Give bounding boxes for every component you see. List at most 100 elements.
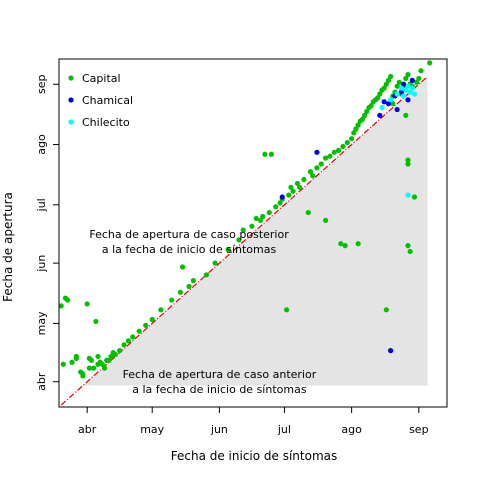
data-point [273,204,279,210]
y-axis-label: Fecha de apertura [1,192,15,302]
data-point [143,322,149,328]
data-point [390,101,396,107]
data-point [385,77,392,83]
data-point [69,359,75,365]
data-point [338,241,344,247]
data-point [340,143,346,150]
data-point [225,246,231,253]
data-point [351,130,357,136]
data-point [336,147,342,153]
data-point [355,122,361,128]
data-point [279,194,285,200]
x-tick-label: ago [341,423,362,436]
data-point [177,289,183,295]
data-point [416,75,422,82]
y-tick-label: ago [35,134,48,155]
annotation-text: Fecha de apertura de caso anterior [123,368,317,381]
data-point [323,217,329,223]
annotations: Fecha de apertura de caso posterior a la … [89,228,316,396]
legend-marker [68,97,74,103]
data-point [253,215,259,222]
data-point [149,316,155,323]
annotation-text: a la fecha de inicio de síntomas [102,243,277,256]
data-point [294,180,301,187]
data-point [305,209,311,216]
data-point [249,223,255,229]
legend-item-chilecito: Chilecito [68,116,130,129]
x-tick-label: abr [78,423,97,436]
data-point [277,200,283,206]
data-point [396,79,402,85]
legend: Capital Chamical Chilecito [68,72,133,129]
data-point [158,307,164,313]
series-chamical [279,77,415,354]
data-point [359,116,366,122]
x-axis-label: Fecha de inicio de síntomas [171,449,338,463]
data-point [80,373,86,379]
x-tick-label: jun [210,423,228,436]
legend-label: Chilecito [82,116,130,129]
x-tick-label: sep [409,423,428,436]
data-point [260,213,266,220]
y-tick-label: may [35,311,48,335]
legend-label: Capital [82,72,121,85]
data-point [288,184,294,190]
data-point [394,106,400,113]
data-point [60,361,66,367]
legend-marker [68,75,74,81]
data-point [136,328,142,334]
x-axis: abr may jun jul ago sep [78,406,429,436]
data-point [355,241,361,247]
data-point [310,173,316,179]
data-point [409,85,415,91]
data-point [411,91,418,97]
data-point [414,79,420,85]
data-point [212,260,218,266]
data-point [190,278,196,284]
data-point [394,91,400,97]
data-point [368,103,374,109]
data-point [314,165,320,171]
data-point [266,209,272,216]
data-point [257,217,264,223]
data-point [403,75,409,82]
x-tick-label: jul [277,423,291,436]
data-point [403,87,409,93]
data-point [262,151,268,157]
data-point [101,365,108,371]
data-point [398,89,405,95]
data-point [407,248,413,255]
data-point [411,194,418,200]
data-point [65,297,71,303]
data-point [405,157,411,163]
data-point [405,71,411,78]
legend-label: Chamical [82,94,133,107]
data-point [388,73,394,80]
legend-item-chamical: Chamical [68,94,133,107]
data-point [290,188,296,194]
data-point [108,353,114,360]
data-point [169,297,175,303]
data-points [58,60,433,379]
data-point [99,361,105,367]
data-point [91,365,97,371]
y-tick-label: abr [35,372,48,391]
data-point [405,83,411,89]
data-point [106,357,112,363]
x-tick-label: may [140,423,164,436]
data-point [331,149,337,155]
data-point [388,348,394,354]
data-point [362,112,368,118]
data-point [401,93,407,99]
y-tick-label: sep [35,75,48,94]
data-point [297,184,303,190]
data-point [179,264,186,270]
data-point [121,342,127,348]
data-point [383,81,389,87]
series-capital [58,60,433,379]
data-point [286,192,292,198]
data-point [409,77,415,83]
data-point [388,97,394,103]
legend-marker [68,119,74,125]
data-point [385,101,392,107]
